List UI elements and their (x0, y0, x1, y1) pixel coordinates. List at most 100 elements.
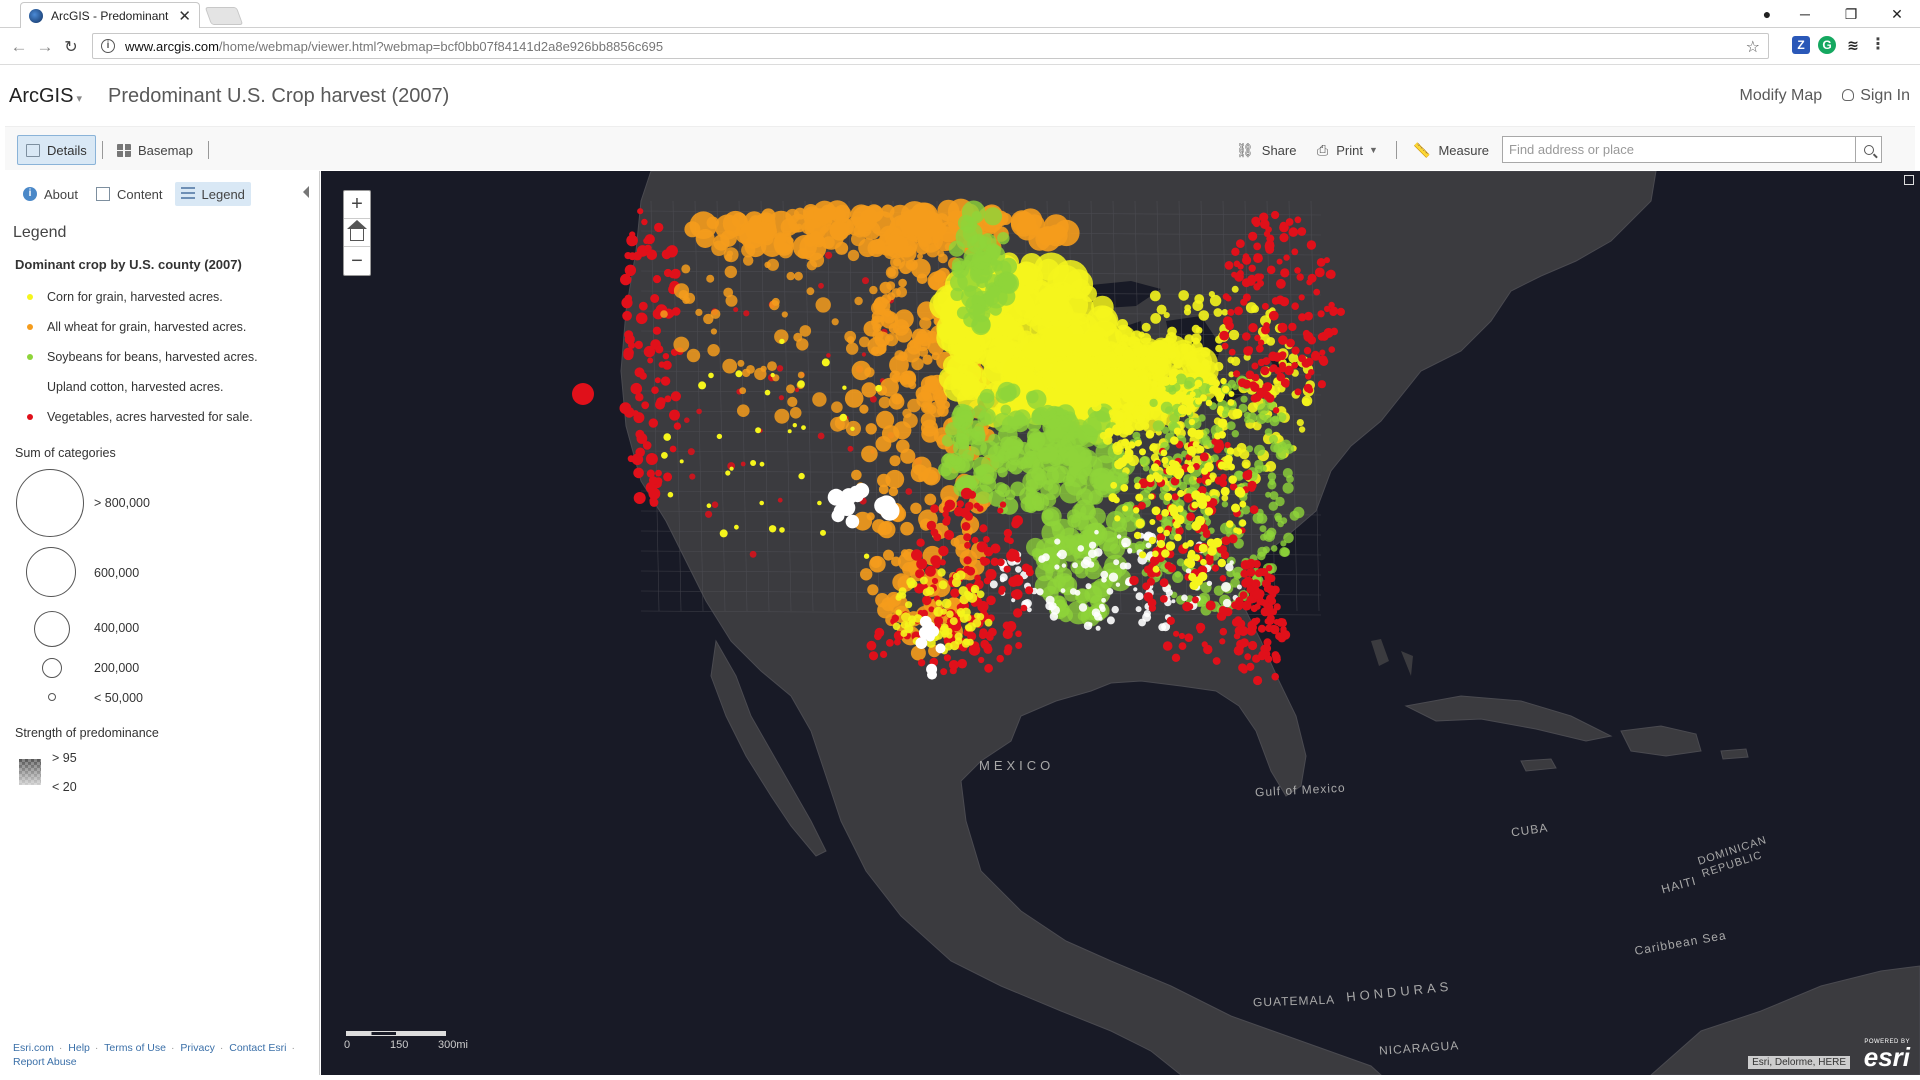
crop-dot (1011, 574, 1024, 587)
share-button[interactable]: ⛓ Share (1228, 135, 1304, 165)
crop-dot (1113, 559, 1120, 566)
crop-dot (774, 329, 789, 344)
crop-dot (1288, 322, 1297, 332)
crop-dot (845, 514, 860, 529)
crop-dot (662, 353, 670, 360)
reload-icon[interactable]: ↻ (64, 38, 78, 56)
map-attribution[interactable]: Esri, Delorme, HERE (1748, 1056, 1850, 1069)
basemap-grid-icon (117, 143, 131, 157)
expand-icon[interactable] (1904, 175, 1914, 185)
browser-menu-icon[interactable]: ⋮ (1870, 36, 1886, 54)
legend-item-vegetables: Vegetables, acres harvested for sale. (27, 410, 253, 424)
crop-dot (829, 221, 850, 241)
crop-dot (1026, 389, 1047, 410)
zoom-in-button[interactable]: + (344, 191, 370, 219)
home-button[interactable] (344, 219, 370, 247)
crop-dot (624, 330, 634, 340)
crop-dot (1225, 321, 1234, 331)
search-input[interactable] (1503, 137, 1843, 162)
sign-in-link[interactable]: Sign In (1842, 87, 1910, 105)
zotero-extension-icon[interactable]: Z (1792, 36, 1810, 54)
crop-dot (901, 612, 911, 622)
back-arrow-icon[interactable]: ← (10, 36, 28, 56)
crop-dot (866, 512, 875, 521)
footer-link-privacy[interactable]: Privacy (180, 1042, 215, 1054)
crop-dot (1269, 434, 1278, 444)
crop-dot (1246, 662, 1255, 671)
crop-dot (1233, 260, 1241, 268)
search-button[interactable] (1855, 137, 1881, 162)
crop-dot (1286, 338, 1295, 348)
tab-about[interactable]: i About (17, 182, 84, 206)
url-path: /home/webmap/viewer.html?webmap=bcf0bb07… (218, 38, 664, 54)
crop-dot (976, 590, 985, 599)
panel-tabs: i About Content Legend (17, 182, 251, 206)
details-button[interactable]: Details (17, 135, 96, 165)
legend-item-corn: Corn for grain, harvested acres. (27, 290, 223, 304)
crop-dot (926, 520, 937, 531)
crop-dot (968, 303, 986, 321)
footer-link-help[interactable]: Help (68, 1042, 90, 1054)
footer-link-report-abuse[interactable]: Report Abuse (13, 1056, 77, 1068)
crop-dot (847, 249, 860, 262)
browser-tab[interactable]: ArcGIS - Predominant U.S... ✕ (20, 2, 200, 28)
modify-map-link[interactable]: Modify Map (1739, 87, 1823, 104)
crop-dot (919, 576, 928, 585)
crop-dot (633, 251, 642, 261)
esri-logo[interactable]: POWERED BY esri (1864, 1039, 1910, 1070)
url-bar[interactable]: i www.arcgis.com/home/webmap/viewer.html… (92, 33, 1769, 59)
crop-dot (770, 372, 775, 378)
footer-link-contact[interactable]: Contact Esri (229, 1042, 287, 1054)
profile-icon[interactable]: ● (1762, 6, 1772, 22)
crop-dot (948, 660, 959, 670)
crop-dot (1110, 481, 1118, 489)
arcgis-brand-menu[interactable]: ArcGIS ▾ (9, 85, 82, 108)
crop-dot (1222, 411, 1229, 418)
crop-dot (746, 365, 755, 374)
crop-dot (957, 410, 974, 426)
footer-link-esri[interactable]: Esri.com (13, 1042, 54, 1054)
site-info-icon[interactable]: i (101, 39, 115, 53)
basemap-button[interactable]: Basemap (109, 135, 201, 165)
footer-link-terms[interactable]: Terms of Use (104, 1042, 166, 1054)
crop-dot (660, 376, 671, 386)
map-view[interactable]: + − MEXICO Gulf of Mexico CUBA DOMINICAN… (321, 171, 1920, 1075)
tab-legend[interactable]: Legend (174, 182, 251, 206)
crop-dot (1000, 497, 1019, 515)
crop-dot (1132, 431, 1141, 440)
crop-dot (1088, 541, 1097, 549)
grammarly-extension-icon[interactable]: G (1818, 36, 1836, 54)
tab-content[interactable]: Content (90, 182, 169, 206)
measure-button[interactable]: 📏 Measure (1405, 135, 1497, 165)
minimize-icon[interactable]: ─ (1800, 6, 1810, 22)
crop-dot (1265, 491, 1272, 498)
crop-dot (919, 615, 932, 628)
tab-close-icon[interactable]: ✕ (178, 7, 191, 25)
crop-dot (1228, 475, 1237, 484)
crop-dot (1152, 565, 1160, 573)
crop-dot (964, 512, 973, 521)
close-window-icon[interactable]: ✕ (1891, 5, 1903, 22)
crop-dot (781, 311, 788, 318)
tab-title: ArcGIS - Predominant U.S... (51, 8, 172, 23)
crop-dot (716, 433, 723, 440)
crop-dot (794, 387, 800, 393)
crop-dot (1194, 379, 1203, 388)
collapse-panel-icon[interactable] (303, 186, 309, 198)
crop-dot (1192, 441, 1199, 448)
crop-dot (928, 625, 940, 637)
crop-dot (971, 536, 979, 544)
crop-dot (1089, 468, 1112, 490)
hispaniola-landmass (1620, 725, 1702, 757)
forward-arrow-icon[interactable]: → (36, 36, 54, 56)
restore-icon[interactable]: ❐ (1844, 5, 1858, 22)
crop-dot (1308, 369, 1315, 376)
crop-dot (1265, 226, 1272, 233)
print-button[interactable]: ⎙ Print ▼ (1309, 135, 1386, 165)
crop-dot (1249, 505, 1259, 514)
crop-dot (1187, 549, 1196, 558)
new-tab-button[interactable] (204, 7, 244, 25)
bookmark-star-icon[interactable]: ☆ (1745, 39, 1760, 56)
buffer-extension-icon[interactable]: ≋ (1844, 36, 1862, 54)
zoom-out-button[interactable]: − (351, 249, 363, 272)
